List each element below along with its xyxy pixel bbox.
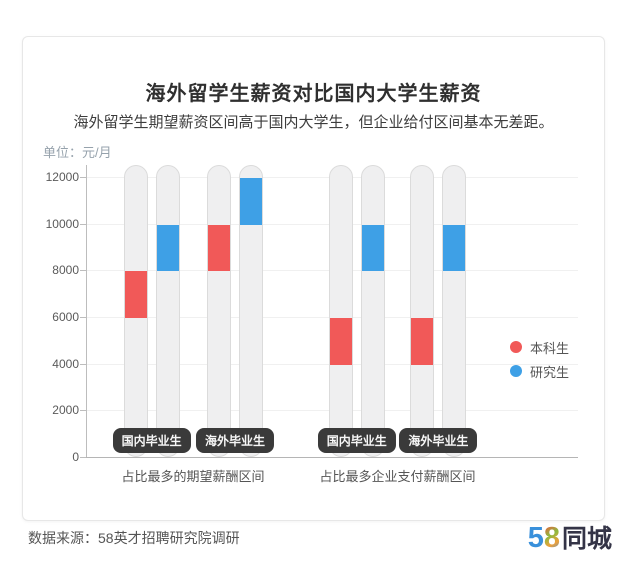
range-segment-研究生 bbox=[361, 224, 384, 272]
group-badge: 国内毕业生 bbox=[317, 428, 396, 453]
y-axis-label: 10000 bbox=[45, 216, 79, 231]
logo-text: 同城 bbox=[561, 525, 612, 553]
y-axis-line bbox=[86, 165, 87, 457]
salary-pill-研究生 bbox=[155, 165, 180, 457]
range-segment-本科生 bbox=[411, 317, 434, 365]
y-axis-tick bbox=[80, 316, 86, 318]
y-axis-label: 12000 bbox=[45, 169, 79, 184]
section-label: 占比最多的期望薪酬区间 bbox=[121, 469, 265, 484]
legend-dot-undergrad-icon bbox=[510, 341, 522, 353]
salary-pill-本科生 bbox=[123, 165, 148, 457]
legend-item-postgrad: 研究生 bbox=[510, 359, 569, 383]
y-axis-tick bbox=[80, 410, 86, 412]
logo-digit-5: 5 bbox=[527, 522, 544, 554]
y-axis-tick bbox=[80, 270, 86, 272]
x-axis-line bbox=[86, 457, 578, 458]
group-badge: 海外毕业生 bbox=[399, 428, 478, 453]
range-segment-本科生 bbox=[329, 317, 352, 365]
data-source-note: 数据来源：58英才招聘研究院调研 bbox=[28, 530, 240, 546]
legend-label-postgrad: 研究生 bbox=[530, 364, 570, 380]
chart-card: 海外留学生薪资对比国内大学生薪资 海外留学生期望薪资区间高于国内大学生，但企业给… bbox=[22, 36, 605, 521]
salary-pill-本科生 bbox=[410, 165, 435, 457]
y-axis-tick bbox=[80, 223, 86, 225]
section-label: 占比最多企业支付薪酬区间 bbox=[319, 469, 476, 484]
plot-area: 0 2000 4000 6000 8000 10000 12000 国内毕业生 海外毕业生 占比最… bbox=[23, 37, 606, 522]
y-axis-label: 0 bbox=[72, 450, 79, 464]
y-axis-label: 4000 bbox=[52, 356, 79, 371]
chart-subtitle: 海外留学生期望薪资区间高于国内大学生，但企业给付区间基本无差距。 bbox=[73, 114, 554, 131]
y-axis-label: 6000 bbox=[52, 309, 79, 324]
group-badge: 国内毕业生 bbox=[112, 428, 191, 453]
range-segment-研究生 bbox=[156, 224, 179, 272]
y-axis-tick bbox=[80, 363, 86, 365]
range-segment-本科生 bbox=[124, 271, 147, 318]
salary-pill-研究生 bbox=[442, 165, 467, 457]
y-axis-label: 2000 bbox=[52, 403, 79, 418]
salary-pill-研究生 bbox=[239, 165, 263, 457]
y-axis-label: 8000 bbox=[52, 263, 79, 278]
salary-pill-研究生 bbox=[360, 165, 385, 457]
range-segment-研究生 bbox=[443, 224, 466, 272]
salary-pill-本科生 bbox=[207, 165, 231, 457]
y-axis-tick bbox=[80, 457, 86, 458]
legend-label-undergrad: 本科生 bbox=[530, 340, 570, 356]
range-segment-研究生 bbox=[240, 177, 262, 225]
group-badge: 海外毕业生 bbox=[195, 428, 275, 453]
chart-title: 海外留学生薪资对比国内大学生薪资 bbox=[145, 83, 482, 105]
range-segment-本科生 bbox=[208, 224, 230, 272]
legend-dot-postgrad-icon bbox=[510, 365, 522, 377]
salary-pill-本科生 bbox=[328, 165, 353, 457]
legend: 本科生 研究生 bbox=[510, 335, 569, 383]
y-axis-tick bbox=[80, 176, 86, 178]
logo-digit-8: 8 bbox=[543, 522, 560, 554]
legend-item-undergrad: 本科生 bbox=[510, 335, 569, 359]
unit-label: 单位：元/月 bbox=[43, 145, 112, 160]
logo-58tongcheng: 5 8 同城 bbox=[528, 524, 612, 553]
